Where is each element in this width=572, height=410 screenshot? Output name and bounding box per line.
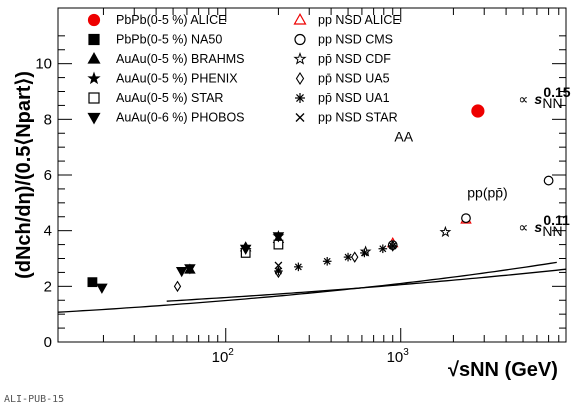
- legend-marker-12: [295, 113, 305, 122]
- legend-label-10: pp̄ NSD UA5: [318, 72, 390, 86]
- y-tick-label: 10: [35, 56, 52, 73]
- legend-label-5: AuAu(0-5 %) STAR: [116, 91, 223, 105]
- data-point-11: [322, 256, 332, 266]
- fit-curve-pp: [166, 268, 567, 302]
- footer-tag: ALI-PUB-15: [4, 394, 65, 405]
- legend-marker-6: [87, 112, 101, 125]
- fit-curve-AA: [57, 261, 557, 313]
- fit-curves: [57, 261, 567, 313]
- legend-marker-11: [295, 93, 305, 103]
- fit-label-AA: AA: [394, 129, 413, 145]
- y-tick-label: 4: [44, 223, 52, 240]
- y-tick-label: 8: [44, 111, 52, 128]
- y-tick-label: 6: [44, 167, 52, 184]
- power-nn: NN: [542, 223, 562, 239]
- power-exponent: 0.11: [543, 212, 570, 228]
- fit-label-pp: pp(pp̄): [467, 184, 507, 200]
- power-s: s: [534, 219, 542, 235]
- legend-marker-9: [293, 51, 307, 65]
- power-law-AA: ∝ s NN0.15: [518, 84, 570, 111]
- data-point-6: [184, 264, 196, 275]
- legend-label-4: AuAu(0-5 %) PHENIX: [116, 72, 238, 86]
- axis-titles: (dNch/dη)/(0.5⟨Npart⟩) √sNN (GeV): [13, 71, 558, 381]
- data-point-11: [360, 248, 369, 258]
- data-point-8: [461, 213, 471, 224]
- legend-label-6: AuAu(0-6 %) PHOBOS: [116, 111, 245, 125]
- power-nn: NN: [542, 95, 562, 111]
- proportional-symbol: ∝: [518, 219, 528, 235]
- data-point-11: [274, 266, 283, 276]
- data-point-8: [543, 175, 554, 186]
- data-point-11: [388, 241, 398, 251]
- data-point-12: [274, 261, 283, 270]
- legend-label-2: PbPb(0-5 %) NA50: [116, 33, 222, 47]
- legend-label-7: pp NSD ALICE: [318, 13, 401, 27]
- x-tick-label: 102: [212, 347, 235, 366]
- data-point-11: [294, 262, 303, 272]
- data-point-6: [239, 244, 252, 255]
- legend-label-8: pp NSD CMS: [318, 33, 393, 47]
- data-point-2: [87, 277, 98, 288]
- legend-marker-4: [87, 71, 101, 85]
- legend-marker-3: [87, 52, 101, 64]
- data-point-6: [175, 266, 188, 278]
- x-tick-label: 103: [387, 347, 410, 366]
- y-tick-label: 0: [44, 334, 52, 351]
- legend-marker-5: [88, 92, 100, 104]
- data-point-6: [96, 283, 108, 294]
- data-point-10: [173, 280, 182, 293]
- data-points: [87, 104, 554, 294]
- legend-marker-10: [295, 71, 305, 86]
- data-point-11: [378, 244, 388, 254]
- legend-label-12: pp NSD STAR: [318, 111, 398, 125]
- legend-label-9: pp̄ NSD CDF: [318, 52, 391, 66]
- legend-marker-7: [293, 13, 307, 25]
- legend-label-1: PbPb(0-5 %) ALICE: [116, 13, 226, 27]
- legend: PbPb(0-5 %) ALICE PbPb(0-5 %) NA50 AuAu(0-…: [87, 13, 401, 125]
- power-exponent: 0.15: [543, 84, 570, 100]
- data-point-6: [272, 232, 285, 243]
- x-axis-title: √sNN (GeV): [448, 359, 558, 381]
- data-point-11: [343, 252, 353, 262]
- data-point-1: [471, 104, 485, 118]
- power-s: s: [534, 91, 542, 107]
- legend-label-11: pp̄ NSD UA1: [318, 91, 390, 105]
- data-point-9: [439, 225, 452, 238]
- legend-marker-8: [294, 33, 306, 46]
- axis-ticks: [58, 8, 566, 343]
- power-law-pp: ∝ s NN0.11: [518, 212, 570, 239]
- proportional-symbol: ∝: [518, 91, 528, 107]
- y-axis-title: (dNch/dη)/(0.5⟨Npart⟩): [13, 71, 35, 279]
- data-point-10: [351, 251, 359, 263]
- y-tick-label: 2: [44, 278, 52, 295]
- legend-marker-2: [88, 33, 100, 46]
- legend-label-3: AuAu(0-5 %) BRAHMS: [116, 52, 245, 66]
- legend-marker-1: [87, 13, 101, 27]
